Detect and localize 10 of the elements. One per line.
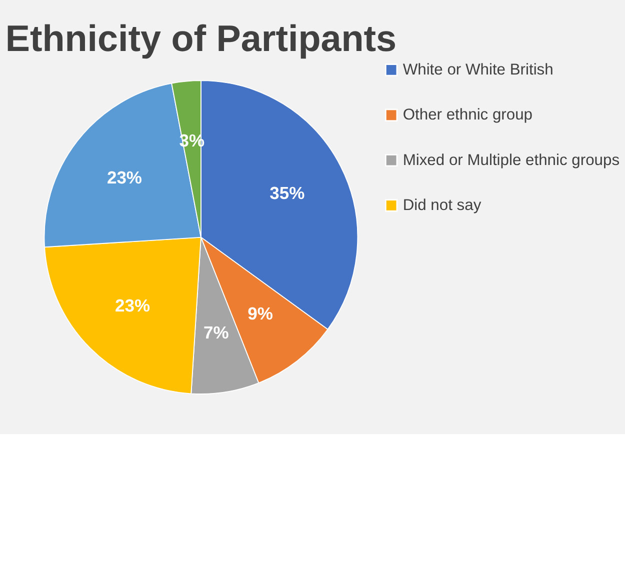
data-label: 23% (106, 167, 142, 188)
legend-label: Did not say (402, 197, 482, 214)
chart-title: Ethnicity of Partipants (5, 18, 397, 60)
legend-label: Mixed or Multiple ethnic groups (402, 152, 620, 169)
legend-label: White or White British (402, 62, 554, 79)
legend-label: Other ethnic group (402, 106, 533, 124)
data-label: 9% (248, 303, 274, 324)
data-label: 35% (270, 182, 306, 203)
data-label: 23% (115, 295, 150, 316)
data-label: 7% (203, 322, 230, 342)
